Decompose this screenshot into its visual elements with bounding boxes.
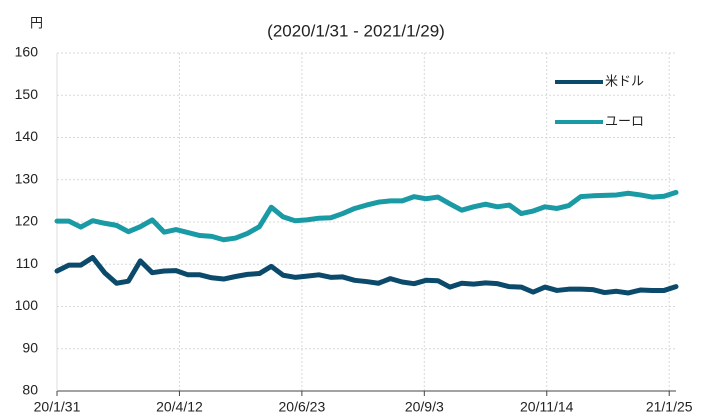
y-tick-label: 150 [15, 86, 39, 102]
line-series [54, 189, 679, 243]
y-tick-label: 90 [22, 339, 38, 355]
x-tick-label: 20/9/3 [405, 399, 444, 415]
x-tick-label: 21/1/25 [646, 399, 693, 415]
x-tick-label: 20/1/31 [34, 399, 81, 415]
line-series [54, 254, 679, 296]
y-tick-label: 160 [15, 44, 39, 60]
y-tick-label: 100 [15, 297, 39, 313]
chart-title: (2020/1/31 - 2021/1/29) [267, 21, 445, 40]
x-tick-label: 20/11/14 [520, 399, 574, 415]
y-tick-label: 140 [15, 128, 39, 144]
y-tick-label: 130 [15, 170, 39, 186]
y-axis-label: 円 [30, 15, 43, 30]
y-tick-label: 80 [22, 382, 38, 398]
x-tick-label: 20/6/23 [279, 399, 326, 415]
y-tick-label: 110 [16, 255, 39, 271]
legend-label: 米ドル [605, 73, 644, 88]
y-tick-label: 120 [15, 213, 39, 229]
legend-label: ユーロ [605, 113, 644, 128]
x-tick-label: 20/4/12 [156, 399, 203, 415]
